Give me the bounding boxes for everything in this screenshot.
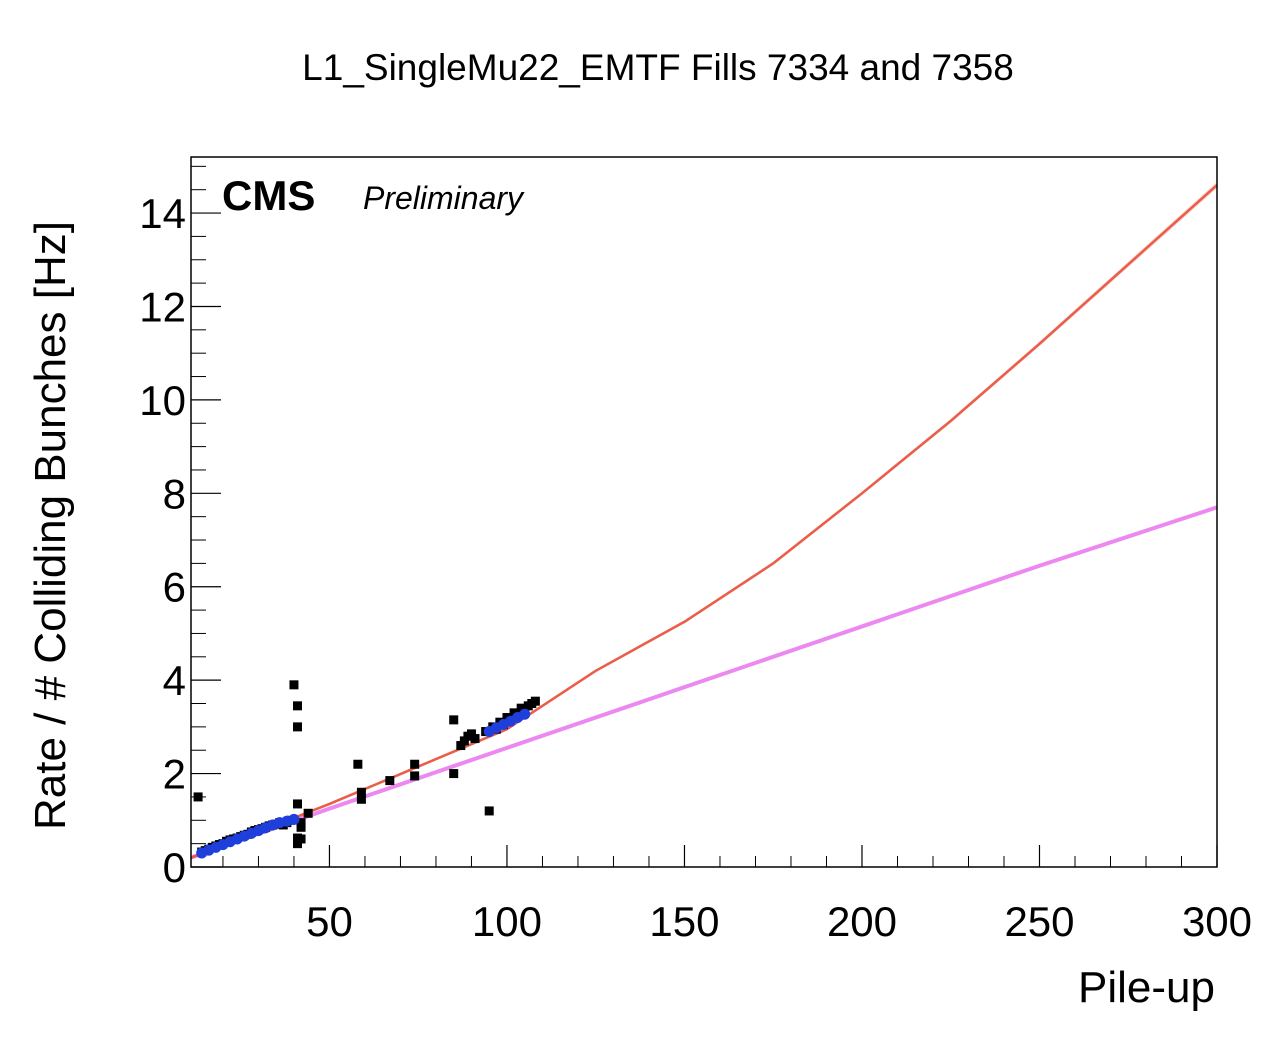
y-tick-label: 4 <box>163 657 186 704</box>
y-tick-label: 8 <box>163 470 186 517</box>
data-point <box>456 741 466 751</box>
data-point <box>353 759 363 769</box>
plot-frame <box>190 156 1218 868</box>
data-point <box>385 776 395 786</box>
preliminary-label: Preliminary <box>363 180 525 216</box>
data-point <box>459 736 469 746</box>
quadratic-fit-line <box>190 184 1218 859</box>
data-point <box>193 792 203 802</box>
y-tick-label: 0 <box>163 844 186 891</box>
x-axis-title: Pile-up <box>1078 963 1215 1012</box>
x-tick-label: 250 <box>1004 898 1074 945</box>
data-points <box>193 680 540 859</box>
data-point <box>293 722 303 732</box>
quadratic-fit-band <box>191 181 1217 860</box>
data-point <box>410 759 420 769</box>
y-axis-title: Rate / # Colliding Bunches [Hz] <box>26 221 75 830</box>
confidence-band <box>191 181 1217 860</box>
linear-fit-line <box>190 505 1218 860</box>
data-point <box>303 808 313 818</box>
fit-data-point <box>288 813 300 825</box>
chart-title: L1_SingleMu22_EMTF Fills 7334 and 7358 <box>302 47 1014 88</box>
data-point <box>530 696 540 706</box>
data-point <box>470 734 480 744</box>
data-point <box>293 701 303 711</box>
y-tick-label: 14 <box>139 190 186 237</box>
data-point <box>466 729 476 739</box>
data-point <box>410 771 420 781</box>
data-point <box>293 839 303 849</box>
fit-lines <box>190 184 1218 860</box>
data-point <box>356 787 366 797</box>
data-point <box>293 799 303 809</box>
data-point <box>296 818 306 828</box>
cms-label: CMS <box>222 172 315 219</box>
fit-data-point <box>519 708 531 720</box>
x-tick-label: 150 <box>649 898 719 945</box>
x-tick-label: 100 <box>472 898 542 945</box>
data-point <box>484 806 494 816</box>
data-point <box>449 715 459 725</box>
y-tick-label: 2 <box>163 751 186 798</box>
axes: 50 100 150 200 250 300 0 2 4 6 8 10 12 14 <box>139 165 1252 945</box>
data-point <box>289 680 299 690</box>
x-tick-label: 300 <box>1182 898 1252 945</box>
y-tick-label: 10 <box>139 377 186 424</box>
data-point <box>356 794 366 804</box>
data-point <box>296 822 306 832</box>
x-tick-label: 200 <box>827 898 897 945</box>
x-tick-label: 50 <box>306 898 353 945</box>
y-tick-label: 12 <box>139 283 186 330</box>
data-point <box>449 769 459 779</box>
y-tick-label: 6 <box>163 564 186 611</box>
data-point <box>296 834 306 844</box>
